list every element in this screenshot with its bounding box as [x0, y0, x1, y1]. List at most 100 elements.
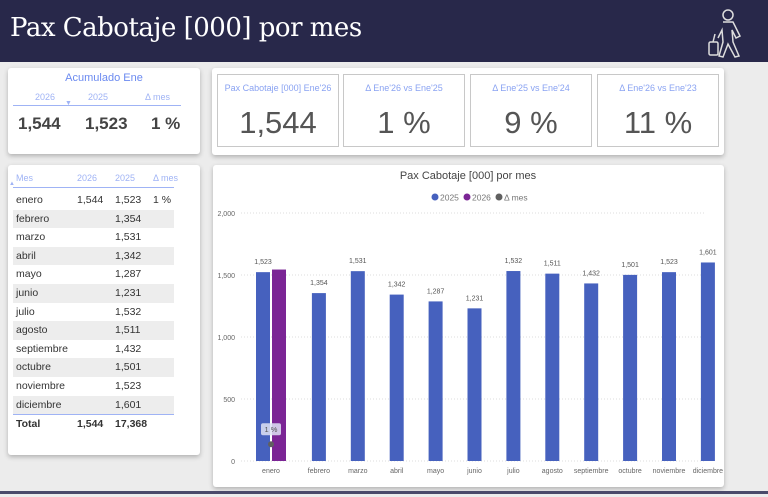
bar-label: 1,511	[544, 261, 561, 268]
bar-label: 1,342	[388, 282, 406, 289]
acc-2025: 1,523	[85, 114, 128, 133]
kpi-card: Δ Ene'26 vs Ene'23 11 %	[597, 74, 719, 147]
cell: enero	[16, 194, 43, 206]
x-tick-label: julio	[506, 468, 520, 475]
y-tick-label: 1,500	[217, 273, 235, 280]
bar-label: 1,523	[254, 259, 272, 266]
bar-2025	[467, 308, 482, 461]
bar-label: 1,523	[660, 259, 678, 266]
kpi-card: Δ Ene'25 vs Ene'24 9 %	[470, 74, 592, 147]
cell: 1,544	[77, 418, 104, 430]
cell: marzo	[16, 231, 46, 244]
x-tick-label: diciembre	[693, 468, 723, 475]
cell: octubre	[16, 361, 52, 374]
bar-2026	[272, 269, 286, 461]
x-tick-label: mayo	[427, 468, 444, 475]
legend-label: Δ mes	[504, 193, 528, 203]
data-label-bg	[261, 423, 281, 436]
cell: 1,511	[115, 324, 141, 337]
cell: 17,368	[115, 418, 148, 430]
cell: 1 %	[153, 194, 172, 206]
y-tick-label: 1,000	[217, 335, 235, 342]
cell: febrero	[16, 212, 50, 225]
y-tick-label: 500	[223, 397, 235, 404]
bar-2025	[350, 271, 365, 461]
accumulated-card: Acumulado Ene 2026 ▼ 2025 Δ mes 1,544 1,…	[8, 68, 200, 154]
header: Pax Cabotaje [000] por mes	[0, 0, 768, 62]
x-tick-label: febrero	[308, 468, 330, 475]
kpi-label: Δ Ene'26 vs Ene'25	[365, 83, 443, 93]
cell: 1,287	[115, 268, 142, 281]
chart-title: Pax Cabotaje [000] por mes	[400, 170, 537, 182]
legend-label: 2026	[472, 193, 491, 203]
kpi-value: 1,544	[239, 105, 317, 140]
table-row: noviembre 1,523	[13, 377, 174, 396]
cell: 1,532	[115, 305, 142, 318]
legend-marker	[463, 193, 471, 201]
x-tick-label: abril	[390, 468, 404, 475]
table-row: diciembre 1,601	[13, 395, 174, 415]
cell: junio	[16, 287, 39, 299]
kpi-card: Δ Ene'26 vs Ene'25 1 %	[343, 74, 465, 147]
delta-point	[268, 441, 274, 448]
kpi-label: Δ Ene'25 vs Ene'24	[492, 83, 570, 93]
x-tick-label: junio	[466, 468, 482, 475]
cell: 1,523	[115, 380, 142, 392]
table-total-row: Total 1,544 17,368	[13, 414, 174, 433]
acc-delta: 1 %	[151, 114, 181, 133]
sort-desc-icon: ▼	[65, 100, 72, 107]
table-row: abril 1,342	[13, 246, 174, 266]
sort-asc-icon: ▲	[9, 181, 15, 187]
x-tick-label: agosto	[542, 468, 563, 475]
cell: 1,523	[115, 194, 142, 206]
legend-marker	[495, 193, 503, 201]
cell[interactable]: Δ mes	[153, 173, 179, 183]
table-row: febrero 1,354	[13, 209, 174, 229]
x-tick-label: noviembre	[653, 468, 686, 475]
table-row: mayo 1,287	[13, 265, 174, 284]
cell[interactable]: Mes	[16, 173, 34, 183]
x-tick-label: octubre	[618, 468, 641, 475]
divider	[0, 491, 768, 494]
table-row: septiembre 1,432	[13, 340, 174, 359]
cell: 1,231	[115, 287, 142, 299]
col-2025[interactable]: 2025	[88, 92, 109, 102]
y-tick-label: 0	[231, 459, 235, 466]
table-row: agosto 1,511	[13, 321, 174, 340]
cell: agosto	[16, 324, 48, 337]
cell: Total	[16, 418, 41, 430]
monthly-bar-chart: Pax Cabotaje [000] por mes 2025 2026 Δ mes 0…	[217, 170, 753, 475]
cell: julio	[16, 305, 35, 318]
bar-2025	[311, 293, 326, 461]
kpi-value: 9 %	[504, 105, 558, 140]
kpi-strip: Pax Cabotaje [000] Ene'26 1,544 Δ Ene'26 …	[212, 68, 724, 155]
cell: septiembre	[16, 342, 68, 355]
table-header: Mes 2026 2025 Δ mes ▲	[9, 169, 178, 188]
bar-2025	[506, 271, 521, 461]
bar-2025	[662, 272, 676, 461]
kpi-value: 11 %	[623, 105, 693, 140]
cell[interactable]: 2025	[115, 173, 136, 183]
page-title: Pax Cabotaje [000] por mes	[10, 13, 362, 43]
cell[interactable]: 2026	[77, 173, 98, 183]
delta-label: 1 %	[265, 425, 278, 434]
table-row: octubre 1,501	[13, 358, 174, 377]
kpi-label: Pax Cabotaje [000] Ene'26	[224, 83, 332, 93]
x-tick-label: marzo	[348, 468, 368, 475]
bar-2025	[584, 283, 599, 461]
bar-label: 1,432	[582, 270, 600, 277]
kpi-value: 1 %	[377, 105, 431, 140]
bar-2025	[545, 273, 560, 461]
monthly-chart-card: Pax Cabotaje [000] por mes 2025 2026 Δ mes 0…	[213, 165, 753, 487]
bar-2025	[623, 274, 638, 461]
bar-2025	[700, 262, 715, 461]
bar-label: 1,231	[466, 295, 484, 302]
y-tick-label: 2,000	[217, 211, 235, 218]
cell: noviembre	[16, 380, 66, 392]
acc-2026: 1,544	[18, 114, 61, 133]
col-2026[interactable]: 2026	[35, 92, 56, 102]
col-delta[interactable]: Δ mes	[145, 92, 171, 102]
cell: 1,601	[115, 398, 142, 411]
cell: 1,342	[115, 249, 142, 262]
legend-label: 2025	[440, 193, 459, 203]
